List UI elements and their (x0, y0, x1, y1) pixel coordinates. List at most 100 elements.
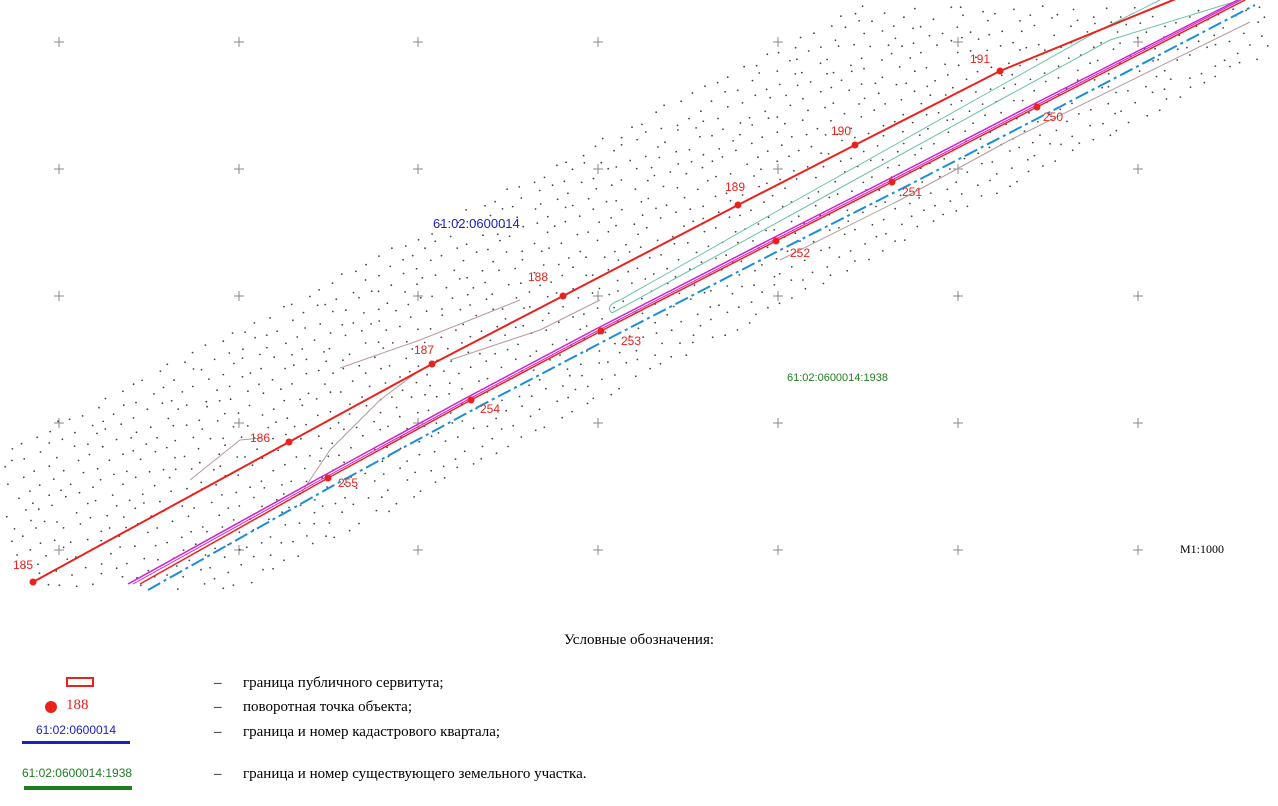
survey-mark (466, 276, 468, 279)
survey-mark (132, 383, 135, 386)
survey-mark (282, 493, 285, 495)
survey-mark (275, 498, 278, 501)
survey-mark (546, 231, 549, 234)
survey-mark (1245, 9, 1247, 12)
survey-mark (607, 230, 610, 233)
survey-mark (288, 506, 290, 509)
survey-mark (806, 166, 809, 168)
survey-mark (725, 254, 728, 257)
survey-mark (273, 356, 276, 359)
survey-mark (363, 312, 365, 314)
survey-mark (826, 58, 828, 61)
survey-mark (754, 269, 756, 272)
survey-mark (241, 357, 244, 359)
survey-mark (965, 78, 968, 81)
survey-mark (283, 399, 286, 402)
survey-mark (1200, 72, 1203, 75)
survey-mark (5, 515, 8, 518)
survey-mark (1011, 73, 1014, 76)
survey-mark (203, 583, 206, 585)
survey-mark (707, 245, 710, 248)
survey-mark (232, 519, 235, 521)
survey-mark (215, 483, 218, 486)
survey-mark (887, 44, 890, 47)
survey-mark (750, 142, 753, 145)
survey-mark (445, 286, 448, 289)
survey-mark (778, 272, 781, 275)
survey-mark (721, 156, 724, 158)
survey-mark (734, 230, 737, 233)
survey-mark (736, 329, 739, 331)
survey-mark (579, 328, 582, 331)
survey-mark (1179, 96, 1182, 98)
survey-mark (902, 113, 905, 116)
survey-mark (303, 467, 306, 470)
survey-mark (916, 225, 919, 228)
survey-mark (950, 39, 953, 42)
turning-point-label: 190 (831, 124, 851, 138)
survey-mark (251, 464, 254, 466)
survey-mark (487, 248, 489, 251)
legend-text: поворотная точка объекта; (243, 699, 413, 715)
survey-mark (71, 574, 73, 576)
survey-mark (81, 415, 84, 417)
survey-mark (265, 346, 268, 349)
survey-mark (1127, 89, 1129, 92)
survey-mark (529, 415, 532, 418)
survey-mark (631, 282, 633, 284)
survey-mark (881, 30, 884, 32)
survey-mark (628, 251, 631, 253)
survey-mark (37, 508, 40, 511)
survey-mark (962, 14, 964, 17)
survey-mark (732, 140, 735, 142)
survey-mark (388, 510, 390, 513)
survey-mark (946, 188, 949, 191)
grid-cross (593, 545, 603, 555)
survey-mark (598, 287, 601, 290)
survey-mark (441, 314, 444, 316)
survey-mark (773, 275, 776, 278)
survey-mark (585, 274, 588, 277)
survey-mark (854, 136, 856, 139)
survey-mark (496, 233, 499, 236)
survey-mark (134, 507, 137, 510)
survey-mark (843, 112, 846, 115)
survey-mark (696, 188, 699, 191)
survey-mark (323, 351, 325, 353)
survey-mark (683, 225, 685, 228)
survey-mark (543, 426, 546, 429)
survey-mark (504, 318, 507, 320)
survey-mark (677, 163, 680, 165)
survey-mark (736, 89, 739, 92)
survey-mark (1232, 8, 1235, 11)
survey-mark (263, 487, 266, 489)
survey-mark (319, 460, 321, 462)
survey-mark (614, 342, 616, 345)
grid-cross (593, 418, 603, 428)
survey-mark (475, 251, 478, 254)
survey-mark (750, 301, 753, 303)
survey-mark (975, 91, 977, 93)
turning-point-symbol (45, 701, 57, 713)
survey-mark (1013, 99, 1015, 102)
survey-mark (481, 445, 484, 448)
survey-mark (442, 465, 445, 468)
survey-mark (610, 184, 613, 187)
survey-mark (11, 459, 13, 462)
survey-mark (620, 179, 623, 181)
survey-mark (868, 258, 870, 261)
survey-mark (269, 554, 272, 556)
survey-mark (826, 72, 828, 75)
survey-mark (591, 292, 594, 294)
survey-mark (313, 339, 316, 341)
survey-mark (640, 201, 643, 203)
grid-cross (54, 418, 64, 428)
survey-mark (321, 505, 324, 507)
survey-mark (1009, 150, 1011, 152)
survey-mark (206, 530, 208, 533)
survey-mark (641, 312, 644, 315)
survey-mark (675, 150, 678, 153)
survey-mark (24, 565, 26, 568)
survey-mark (324, 303, 327, 306)
survey-mark (191, 385, 194, 388)
